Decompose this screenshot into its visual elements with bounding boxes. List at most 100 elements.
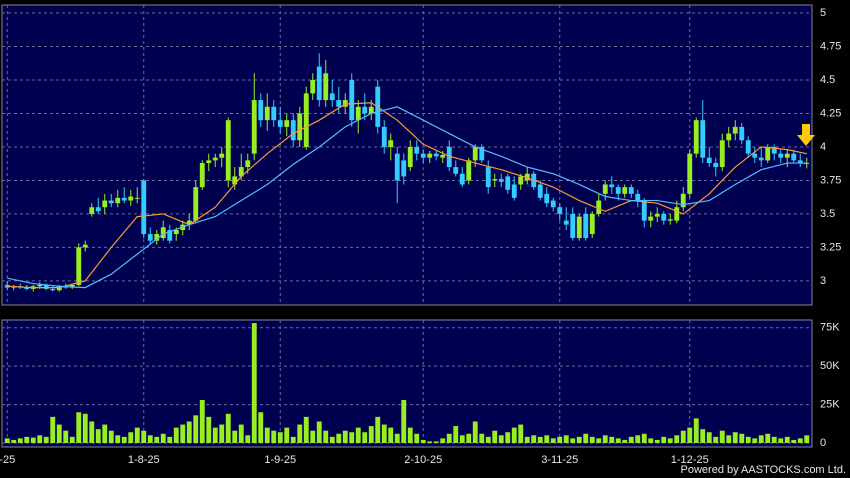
- volume-bar: [30, 437, 36, 443]
- candle-body: [732, 126, 738, 134]
- candle-body: [115, 197, 121, 204]
- candle-body: [485, 167, 491, 188]
- volume-bar: [89, 421, 95, 443]
- volume-bar: [804, 435, 810, 443]
- volume-bar: [771, 436, 777, 443]
- candle-body: [661, 213, 667, 221]
- candle-body: [154, 234, 160, 241]
- volume-bar: [596, 438, 602, 443]
- candle-body: [206, 160, 212, 164]
- volume-bar: [82, 413, 88, 443]
- volume-bar: [76, 412, 82, 443]
- volume-bar: [745, 436, 751, 443]
- volume-bar: [355, 427, 361, 443]
- volume-bar: [758, 435, 764, 443]
- candle-body: [212, 157, 218, 161]
- candle-body: [336, 100, 342, 107]
- volume-bar: [784, 436, 790, 443]
- candle-body: [56, 286, 62, 291]
- volume-bar: [576, 436, 582, 443]
- volume-bar: [212, 427, 218, 443]
- x-tick-label: 1-8-25: [128, 454, 160, 466]
- volume-bar: [24, 436, 30, 443]
- candle-body: [407, 146, 413, 168]
- candle-body: [719, 140, 725, 168]
- candle-body: [745, 140, 751, 154]
- volume-bar: [251, 323, 257, 443]
- volume-bar: [674, 435, 680, 443]
- candle-body: [518, 176, 524, 185]
- volume-bar: [797, 438, 803, 443]
- candle-body: [615, 187, 621, 194]
- candle-body: [511, 184, 517, 198]
- volume-bar: [693, 418, 699, 443]
- candle-body: [693, 120, 699, 154]
- volume-bar: [589, 436, 595, 443]
- candle-body: [453, 167, 459, 174]
- volume-bar: [511, 427, 517, 443]
- candle-body: [427, 153, 433, 158]
- y-tick-label: 4.5: [820, 74, 835, 86]
- volume-bar: [271, 430, 277, 443]
- volume-bar: [544, 435, 550, 443]
- candle-body: [297, 113, 303, 141]
- candle-body: [440, 155, 446, 158]
- candle-body: [199, 163, 205, 188]
- candle-body: [43, 284, 49, 289]
- volume-bar: [518, 424, 524, 443]
- volume-bar: [37, 435, 43, 443]
- volume-bar: [141, 430, 147, 443]
- volume-bar: [492, 430, 498, 443]
- volume-bar: [531, 435, 537, 443]
- candle-body: [355, 106, 361, 121]
- volume-bar: [706, 432, 712, 443]
- candle-body: [329, 93, 335, 101]
- y-tick-label: 3.25: [820, 241, 841, 253]
- volume-tick-label: 25K: [820, 398, 840, 410]
- candle-body: [290, 120, 296, 141]
- x-tick-label: 3-11-25: [541, 454, 578, 466]
- x-tick-label: 1-9-25: [264, 454, 296, 466]
- candle-body: [433, 153, 439, 157]
- candle-body: [570, 213, 576, 239]
- volume-bar: [401, 399, 407, 443]
- candle-body: [238, 167, 244, 177]
- candle-body: [654, 213, 660, 217]
- volume-bar: [485, 436, 491, 443]
- volume-tick-label: 75K: [820, 322, 840, 334]
- volume-bar: [180, 424, 186, 443]
- volume-bar: [446, 433, 452, 443]
- candle-body: [414, 146, 420, 154]
- candle-body: [778, 153, 784, 158]
- volume-bar: [635, 435, 641, 443]
- volume-bar: [765, 433, 771, 443]
- volume-bar: [264, 427, 270, 443]
- volume-bar: [69, 436, 75, 443]
- candle-body: [765, 146, 771, 161]
- y-tick-label: 4.25: [820, 107, 841, 119]
- volume-bar: [602, 435, 608, 443]
- candle-body: [576, 216, 582, 239]
- volume-bar: [225, 413, 231, 443]
- moving-average-line: [7, 102, 807, 289]
- volume-bar: [719, 430, 725, 443]
- volume-bar: [524, 436, 530, 443]
- volume-tick-label: 50K: [820, 360, 840, 372]
- volume-bar: [459, 435, 465, 443]
- candle-body: [583, 213, 589, 239]
- volume-bar: [453, 426, 459, 443]
- volume-bar: [375, 416, 381, 443]
- volume-bar: [128, 432, 134, 443]
- x-tick-label: 1-12-25: [671, 454, 709, 466]
- volume-bar: [349, 432, 355, 443]
- candle-body: [505, 176, 511, 190]
- candle-body: [89, 207, 95, 214]
- x-tick-label: 2-10-25: [404, 454, 442, 466]
- candle-body: [95, 207, 101, 212]
- candle-body: [726, 133, 732, 141]
- candle-body: [69, 284, 75, 288]
- candle-body: [128, 196, 134, 201]
- y-tick-label: 4.75: [820, 40, 841, 52]
- volume-bar: [791, 439, 797, 443]
